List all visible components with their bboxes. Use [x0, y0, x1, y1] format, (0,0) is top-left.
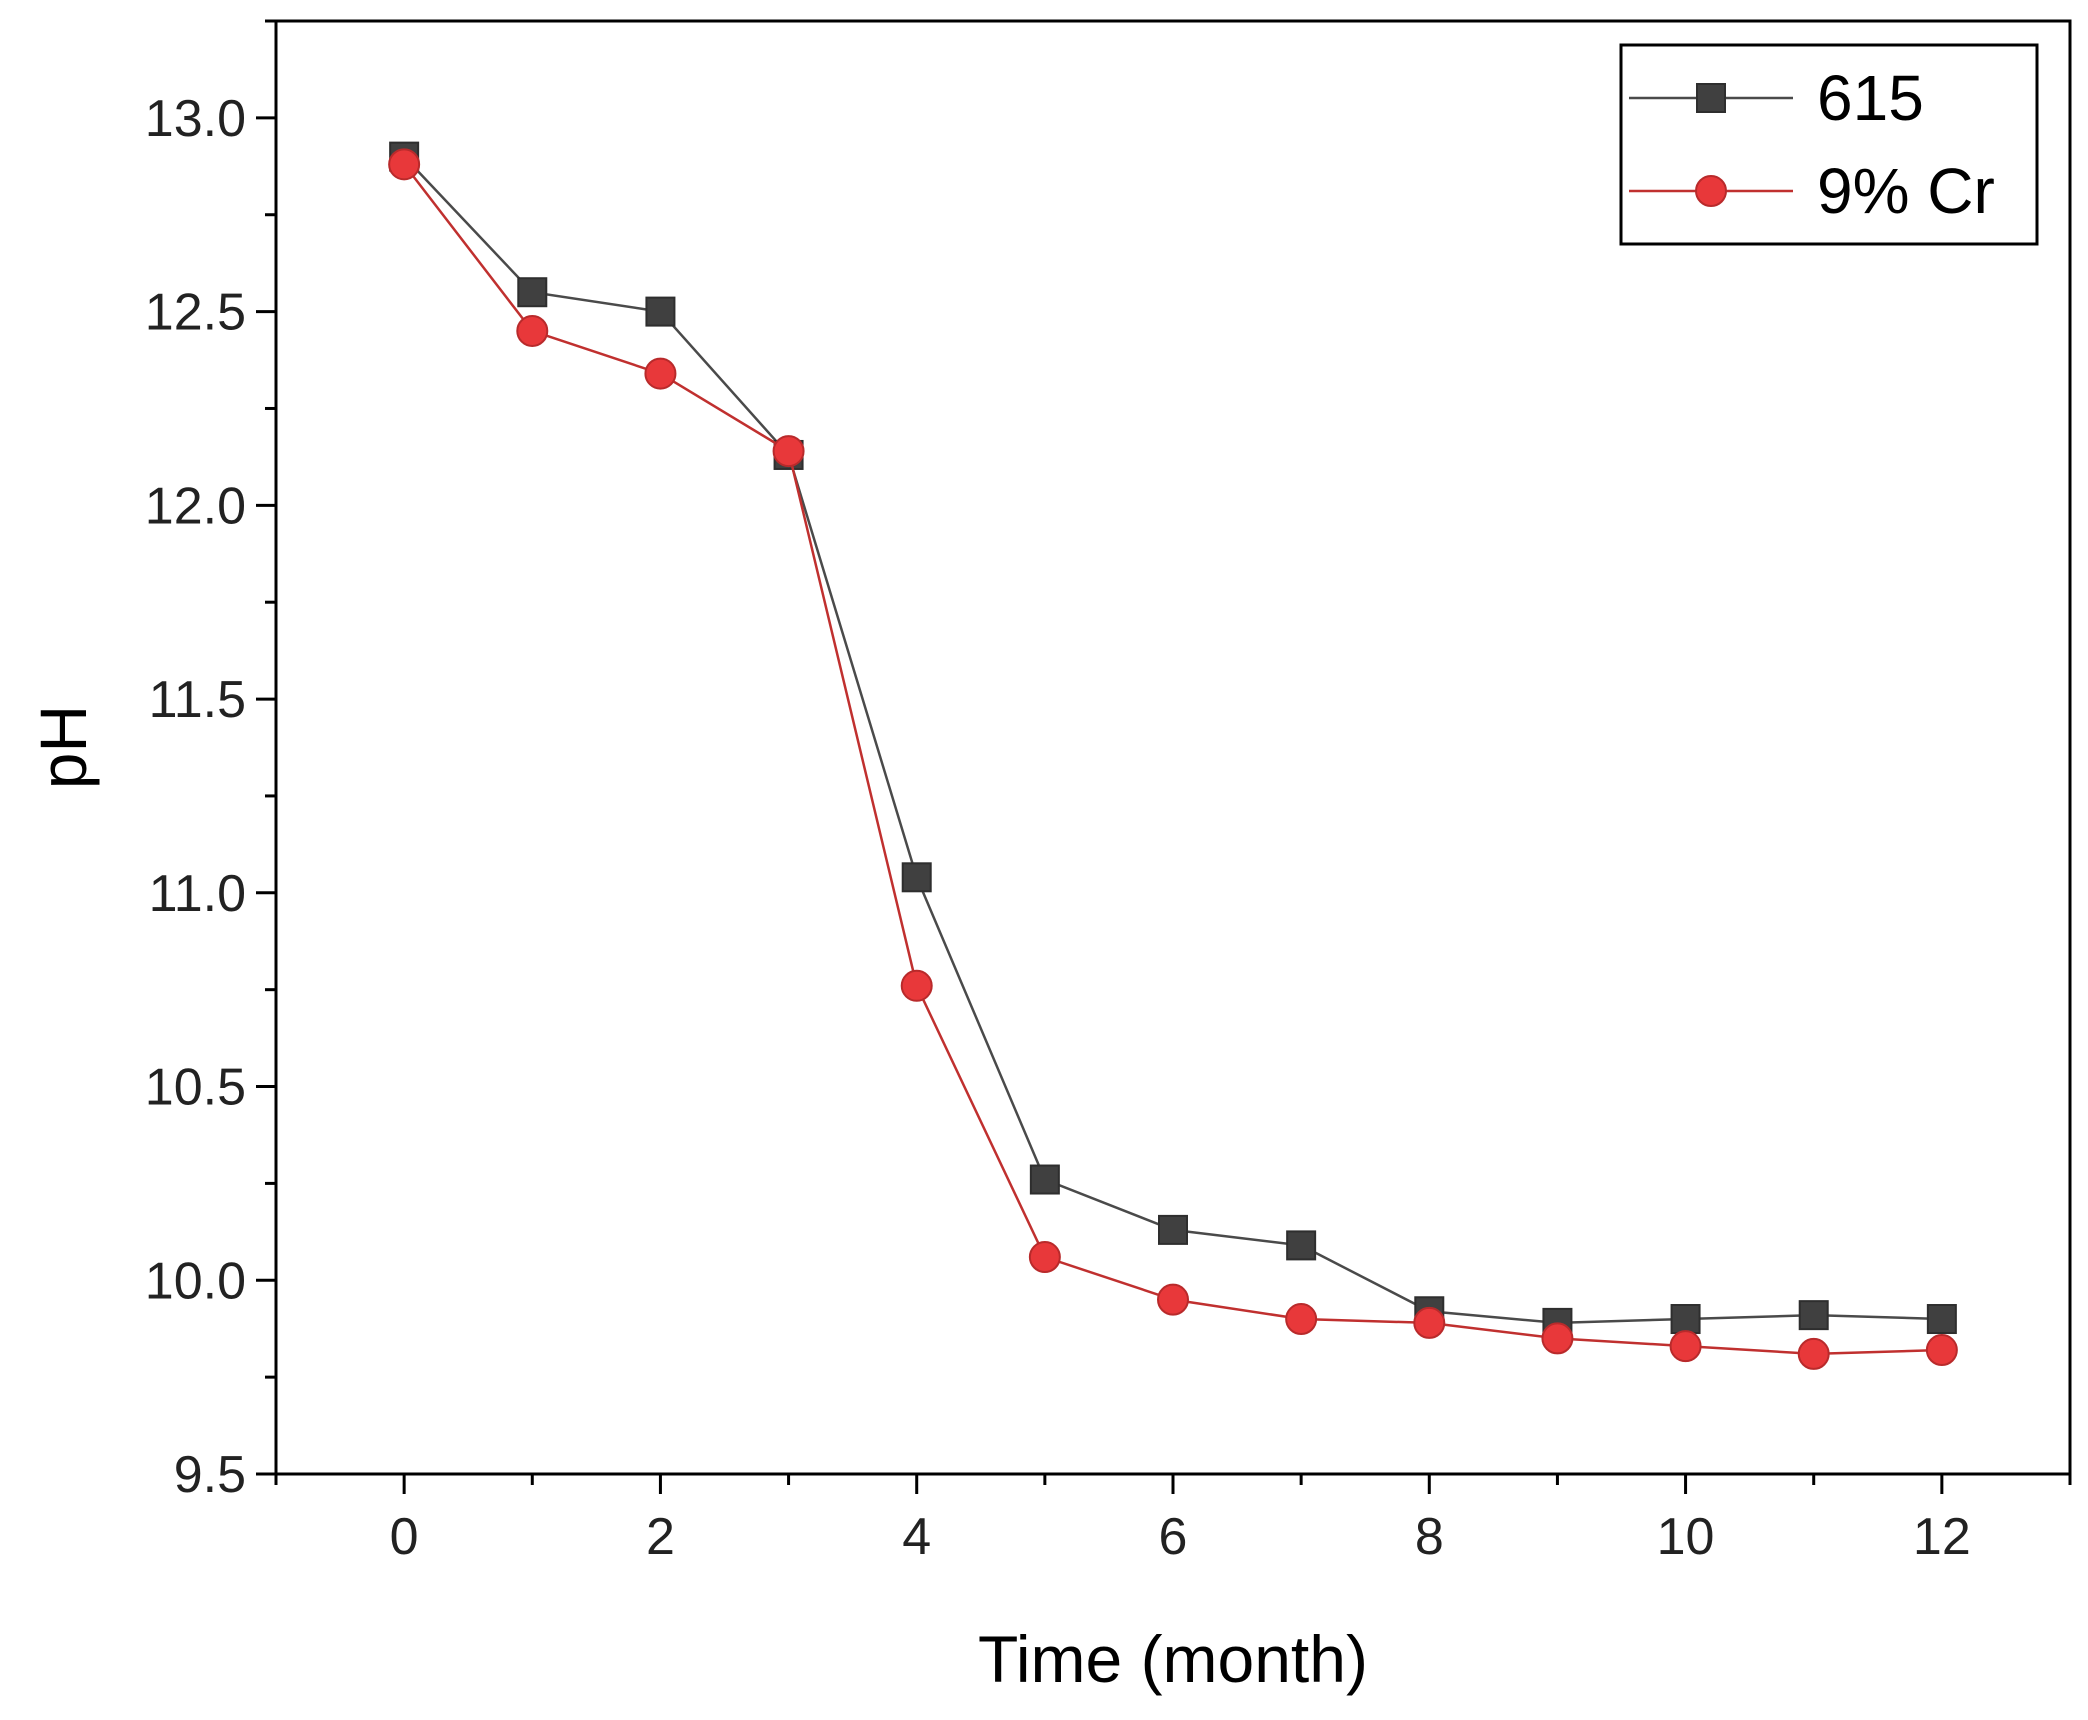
data-point	[1669, 1330, 1702, 1363]
series-615	[389, 141, 1957, 1338]
x-tick-label: 12	[1913, 1508, 1971, 1566]
data-point	[1029, 1164, 1060, 1195]
data-point	[1798, 1300, 1829, 1331]
axes: 0 2 4 6 8 10 12 9.5 10.0 10.5 11.0 11.5 12.0 12.5 13.0	[145, 19, 2072, 1566]
x-tick-label: 4	[902, 1508, 931, 1566]
data-point	[1028, 1241, 1061, 1274]
data-point	[645, 296, 676, 327]
legend-box	[1619, 43, 2039, 246]
data-point	[517, 277, 548, 308]
data-point	[388, 148, 421, 181]
y-tick-label: 12.5	[145, 284, 246, 342]
x-tick-label: 6	[1159, 1508, 1188, 1566]
y-tick-label: 12.0	[145, 477, 246, 535]
data-point	[1158, 1214, 1188, 1245]
data-point	[1925, 1334, 1958, 1367]
x-tick-label: 2	[646, 1508, 675, 1566]
data-point	[1285, 1303, 1318, 1336]
legend-marker-615	[1696, 83, 1726, 113]
x-tick-label: 0	[390, 1508, 419, 1566]
x-tick-label: 8	[1415, 1508, 1444, 1566]
legend-label-9cr: 9% Cr	[1817, 155, 1995, 227]
legend-marker-9cr	[1695, 175, 1727, 207]
data-point	[1286, 1230, 1317, 1261]
data-point	[900, 969, 933, 1002]
x-tick-label: 10	[1657, 1508, 1715, 1566]
data-point	[1413, 1306, 1446, 1339]
data-point	[644, 357, 677, 390]
plot-frame	[274, 19, 2072, 1476]
y-tick-label: 10.5	[145, 1059, 246, 1117]
y-axis-title: pH	[26, 705, 100, 789]
series-group	[388, 141, 1958, 1370]
legend: 615 9% Cr	[1619, 43, 2039, 246]
data-point	[1926, 1304, 1957, 1335]
y-tick-label: 13.0	[145, 90, 246, 148]
data-point	[516, 314, 549, 347]
data-point	[1670, 1304, 1701, 1335]
y-tick-label: 11.0	[149, 865, 246, 923]
data-point	[1157, 1283, 1189, 1316]
y-tick-label: 9.5	[174, 1446, 246, 1504]
series-9cr	[388, 148, 1958, 1370]
data-point	[772, 435, 805, 468]
y-tick-label: 11.5	[149, 671, 246, 729]
y-tick-label: 10.0	[145, 1252, 246, 1310]
data-point	[1797, 1337, 1830, 1370]
data-point	[1541, 1322, 1574, 1355]
data-point	[901, 862, 932, 893]
legend-label-615: 615	[1817, 62, 1924, 134]
x-axis-title: Time (month)	[978, 1622, 1368, 1696]
